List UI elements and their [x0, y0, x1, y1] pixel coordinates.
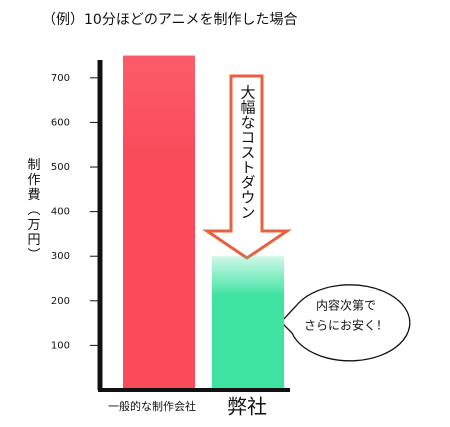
y-tick-label: 600 [51, 117, 70, 128]
chart-title: （例）10分ほどのアニメを制作した場合 [42, 12, 298, 28]
y-tick-label: 300 [51, 251, 70, 262]
bar [212, 256, 284, 390]
bubble-line: 内容次第で [316, 298, 376, 313]
arrow-label: 大幅なコストダウン [239, 85, 257, 220]
bubble-line: さらにお安く！ [304, 318, 388, 333]
y-tick-label: 500 [51, 162, 70, 173]
x-tick-label: 弊社 [227, 395, 267, 419]
x-tick-label: 一般的な制作会社 [108, 399, 196, 413]
y-tick-label: 400 [51, 207, 70, 218]
speech-bubble [280, 284, 411, 362]
arrow [202, 74, 292, 260]
y-axis-label: 制作費（万円） [25, 158, 41, 263]
bar [123, 55, 195, 391]
y-tick-label: 100 [51, 340, 70, 351]
y-tick-label: 200 [51, 296, 70, 307]
y-tick-label: 700 [51, 73, 70, 84]
